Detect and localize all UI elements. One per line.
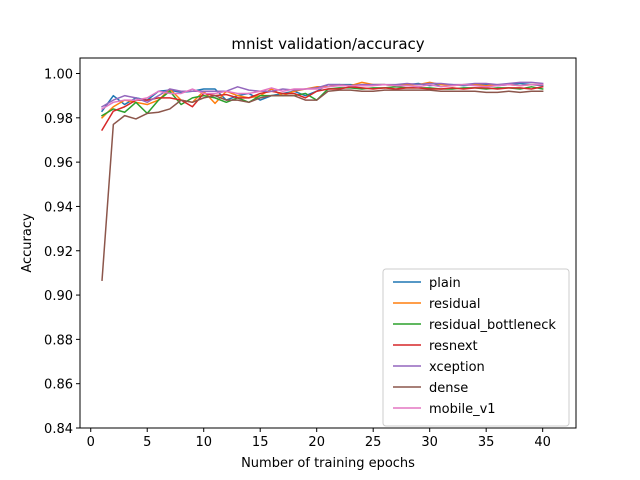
y-tick-label: 0.90 <box>44 289 73 304</box>
y-tick-label: 0.98 <box>44 112 73 127</box>
y-tick-label: 0.92 <box>44 245 73 260</box>
series-line-dense <box>101 89 544 282</box>
series-line-resnext <box>101 85 544 132</box>
y-axis-label: Accuracy <box>20 213 35 273</box>
x-tick-label: 20 <box>308 435 325 450</box>
x-tick-label: 35 <box>478 435 495 450</box>
axis-ticks: 0 5 10 15 20 25 30 35 40 0.84 0.86 0.88 0.90 0.92 0.94… <box>44 68 551 450</box>
y-tick-label: 0.86 <box>44 378 73 393</box>
x-axis-label: Number of training epochs <box>241 456 415 471</box>
legend-label-residual-bottleneck: residual_bottleneck <box>429 318 556 333</box>
y-tick-label: 1.00 <box>44 68 73 83</box>
axes-frame <box>79 57 577 429</box>
y-tick-label: 0.84 <box>44 422 73 437</box>
x-tick-label: 30 <box>421 435 438 450</box>
legend-label-mobile-v1: mobile_v1 <box>429 402 496 417</box>
legend-label-xception: xception <box>429 360 485 375</box>
legend-label-dense: dense <box>429 381 468 396</box>
y-tick-label: 0.94 <box>44 200 73 215</box>
x-tick-label: 15 <box>252 435 269 450</box>
x-tick-label: 0 <box>87 435 95 450</box>
series-line-mobile-v1 <box>101 83 544 110</box>
y-tick-label: 0.88 <box>44 333 73 348</box>
series-line-xception <box>101 81 544 108</box>
x-tick-label: 40 <box>534 435 551 450</box>
legend-label-resnext: resnext <box>429 339 478 354</box>
x-tick-label: 5 <box>143 435 151 450</box>
y-tick-label: 0.96 <box>44 156 73 171</box>
chart-title: mnist validation/accuracy <box>231 35 424 53</box>
x-tick-label: 10 <box>195 435 212 450</box>
legend-label-residual: residual <box>429 297 481 312</box>
legend-box <box>382 268 570 427</box>
plot-area <box>100 81 544 282</box>
x-tick-label: 25 <box>365 435 382 450</box>
legend-label-plain: plain <box>429 276 461 291</box>
